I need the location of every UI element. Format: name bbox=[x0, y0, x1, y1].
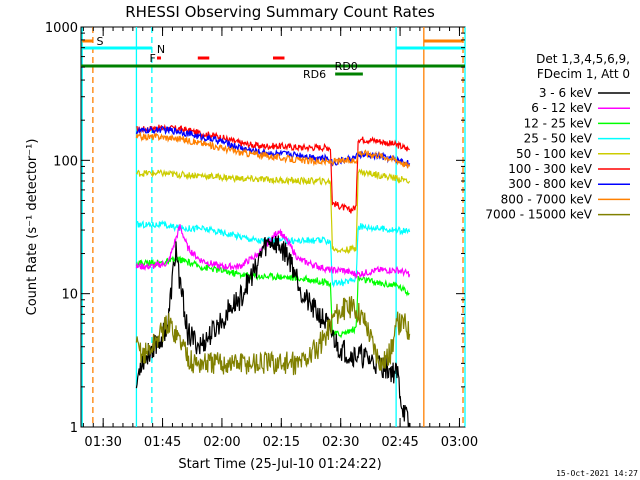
y-tick-label: 100 bbox=[53, 154, 78, 169]
legend-header-2: FDecim 1, Att 0 bbox=[537, 67, 630, 81]
y-tick-label: 1000 bbox=[45, 21, 78, 36]
x-tick-label: 02:30 bbox=[322, 435, 359, 450]
legend-entry-label: 7000 - 15000 keV bbox=[485, 208, 592, 222]
annotation-label: F bbox=[149, 52, 155, 65]
legend-header-1: Det 1,3,4,5,6,9, bbox=[536, 52, 630, 66]
legend-entry-label: 6 - 12 keV bbox=[531, 101, 593, 115]
x-axis: 01:30 01:45 02:00 02:15 02:30 02:45 03:00 bbox=[82, 27, 478, 450]
y-axis-label: Count Rate (s⁻¹ detector⁻¹) bbox=[25, 139, 40, 316]
legend-entry-label: 800 - 7000 keV bbox=[501, 192, 593, 206]
flag-bars bbox=[81, 39, 465, 76]
series-lines bbox=[135, 123, 411, 428]
annotation-label: S bbox=[97, 35, 104, 48]
x-tick-label: 02:00 bbox=[203, 435, 240, 450]
legend-entry-label: 300 - 800 keV bbox=[508, 177, 592, 191]
legend-entry-label: 50 - 100 keV bbox=[516, 147, 593, 161]
plot-area bbox=[80, 26, 466, 428]
series-line bbox=[135, 131, 411, 169]
annotation-label: N bbox=[157, 43, 165, 56]
y-tick-label: 10 bbox=[61, 288, 78, 303]
legend-entry-label: 12 - 25 keV bbox=[524, 116, 593, 130]
y-tick-label: 1 bbox=[70, 421, 78, 436]
series-line bbox=[135, 168, 411, 255]
legend-entry-label: 25 - 50 keV bbox=[524, 132, 593, 146]
annotations: S NF RD0 RD6 bbox=[97, 35, 358, 81]
y-axis: 1 10 100 1000 bbox=[45, 21, 465, 436]
legend: Det 1,3,4,5,6,9, FDecim 1, Att 0 3 - 6 k… bbox=[485, 52, 630, 222]
series-line bbox=[135, 235, 411, 428]
x-tick-label: 03:00 bbox=[441, 435, 478, 450]
x-tick-label: 02:15 bbox=[263, 435, 300, 450]
x-tick-label: 02:45 bbox=[381, 435, 418, 450]
annotation-label: RD6 bbox=[303, 68, 326, 81]
chart-title: RHESSI Observing Summary Count Rates bbox=[125, 3, 435, 21]
footer-timestamp: 15-Oct-2021 14:27 bbox=[556, 469, 638, 478]
series-line bbox=[135, 296, 411, 376]
x-tick-label: 01:45 bbox=[144, 435, 181, 450]
legend-entry-label: 3 - 6 keV bbox=[539, 86, 593, 100]
series-line bbox=[135, 224, 411, 280]
series-line bbox=[135, 255, 410, 339]
x-tick-label: 01:30 bbox=[84, 435, 121, 450]
legend-entry-label: 100 - 300 keV bbox=[508, 162, 592, 176]
x-axis-label: Start Time (25-Jul-10 01:24:22) bbox=[178, 457, 381, 472]
annotation-label: RD0 bbox=[335, 60, 358, 73]
